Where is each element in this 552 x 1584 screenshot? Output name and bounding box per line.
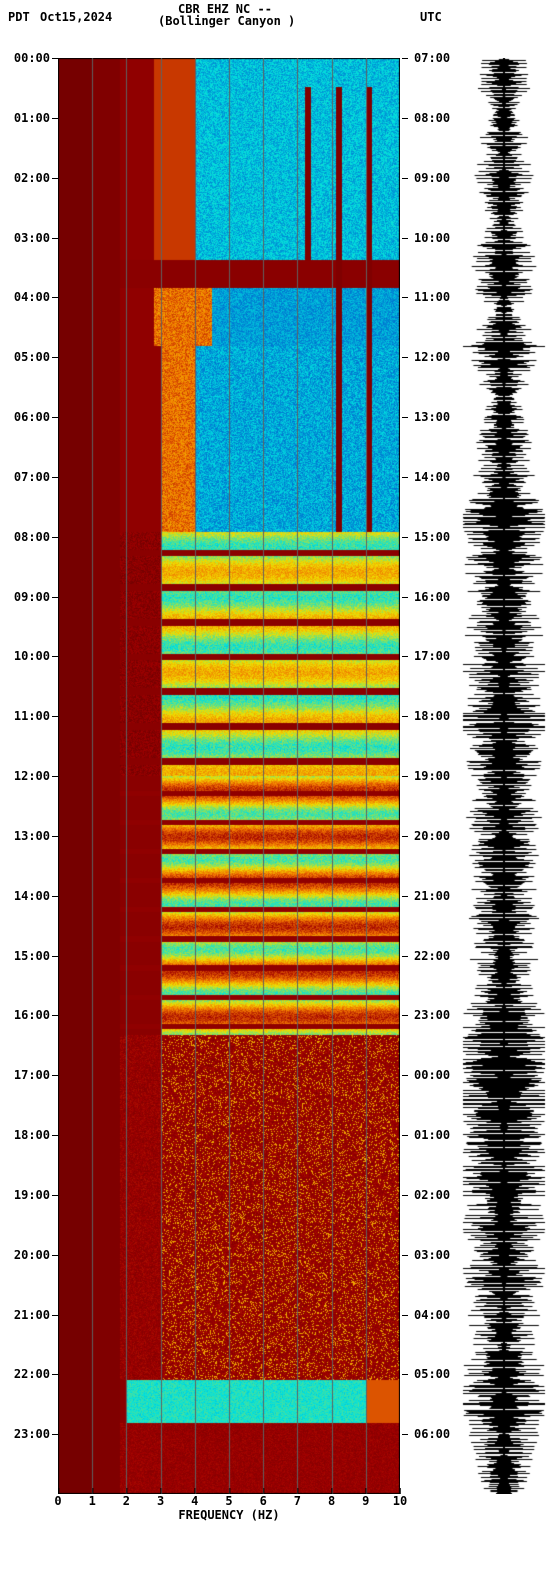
y-right-tick: 14:00 [414,470,450,484]
y-left-tick: 06:00 [14,410,50,424]
x-tick: 3 [157,1494,164,1508]
y-right-tick: 07:00 [414,51,450,65]
y-right-tick: 06:00 [414,1427,450,1441]
y-left-tick: 02:00 [14,171,50,185]
y-right-tick: 08:00 [414,111,450,125]
y-left-tick: 05:00 [14,350,50,364]
y-right-tick: 15:00 [414,530,450,544]
y-left-tick: 11:00 [14,709,50,723]
station-name-label: (Bollinger Canyon ) [158,14,295,28]
y-right-tick: 03:00 [414,1248,450,1262]
x-axis: FREQUENCY (HZ) 012345678910 [58,1494,400,1534]
y-left-tick: 12:00 [14,769,50,783]
x-tick: 4 [191,1494,198,1508]
y-right-tick: 09:00 [414,171,450,185]
y-axis-left: 00:0001:0002:0003:0004:0005:0006:0007:00… [6,58,54,1494]
y-right-tick: 17:00 [414,649,450,663]
y-right-tick: 21:00 [414,889,450,903]
y-right-tick: 16:00 [414,590,450,604]
y-left-tick: 17:00 [14,1068,50,1082]
y-left-tick: 13:00 [14,829,50,843]
y-left-tick: 00:00 [14,51,50,65]
y-right-tick: 02:00 [414,1188,450,1202]
y-left-tick: 09:00 [14,590,50,604]
y-right-tick: 04:00 [414,1308,450,1322]
header: PDT Oct15,2024 CBR EHZ NC -- (Bollinger … [0,0,552,30]
y-right-tick: 05:00 [414,1367,450,1381]
x-tick: 2 [123,1494,130,1508]
y-left-tick: 21:00 [14,1308,50,1322]
y-left-tick: 22:00 [14,1367,50,1381]
spectrogram-canvas [58,58,400,1494]
y-left-tick: 04:00 [14,290,50,304]
waveform-canvas [462,58,546,1494]
y-axis-right: 07:0008:0009:0010:0011:0012:0013:0014:00… [400,58,460,1494]
tz-left-label: PDT [8,10,30,24]
date-label: Oct15,2024 [40,10,112,24]
x-tick: 0 [54,1494,61,1508]
y-left-tick: 03:00 [14,231,50,245]
x-tick: 1 [89,1494,96,1508]
y-right-tick: 23:00 [414,1008,450,1022]
x-tick: 9 [362,1494,369,1508]
waveform-plot [462,58,546,1494]
tz-right-label: UTC [420,10,442,24]
y-right-tick: 11:00 [414,290,450,304]
y-left-tick: 18:00 [14,1128,50,1142]
y-right-tick: 20:00 [414,829,450,843]
y-right-tick: 19:00 [414,769,450,783]
x-tick: 5 [225,1494,232,1508]
y-right-tick: 10:00 [414,231,450,245]
y-left-tick: 20:00 [14,1248,50,1262]
y-right-tick: 18:00 [414,709,450,723]
x-tick: 10 [393,1494,407,1508]
y-left-tick: 14:00 [14,889,50,903]
y-left-tick: 23:00 [14,1427,50,1441]
y-left-tick: 19:00 [14,1188,50,1202]
y-left-tick: 07:00 [14,470,50,484]
y-right-tick: 01:00 [414,1128,450,1142]
y-right-tick: 00:00 [414,1068,450,1082]
y-left-tick: 10:00 [14,649,50,663]
y-right-tick: 12:00 [414,350,450,364]
x-tick: 6 [260,1494,267,1508]
y-left-tick: 01:00 [14,111,50,125]
y-left-tick: 08:00 [14,530,50,544]
y-left-tick: 16:00 [14,1008,50,1022]
y-right-tick: 22:00 [414,949,450,963]
x-axis-label: FREQUENCY (HZ) [178,1508,279,1522]
spectrogram-plot [58,58,400,1494]
y-left-tick: 15:00 [14,949,50,963]
x-tick: 7 [294,1494,301,1508]
y-right-tick: 13:00 [414,410,450,424]
x-tick: 8 [328,1494,335,1508]
